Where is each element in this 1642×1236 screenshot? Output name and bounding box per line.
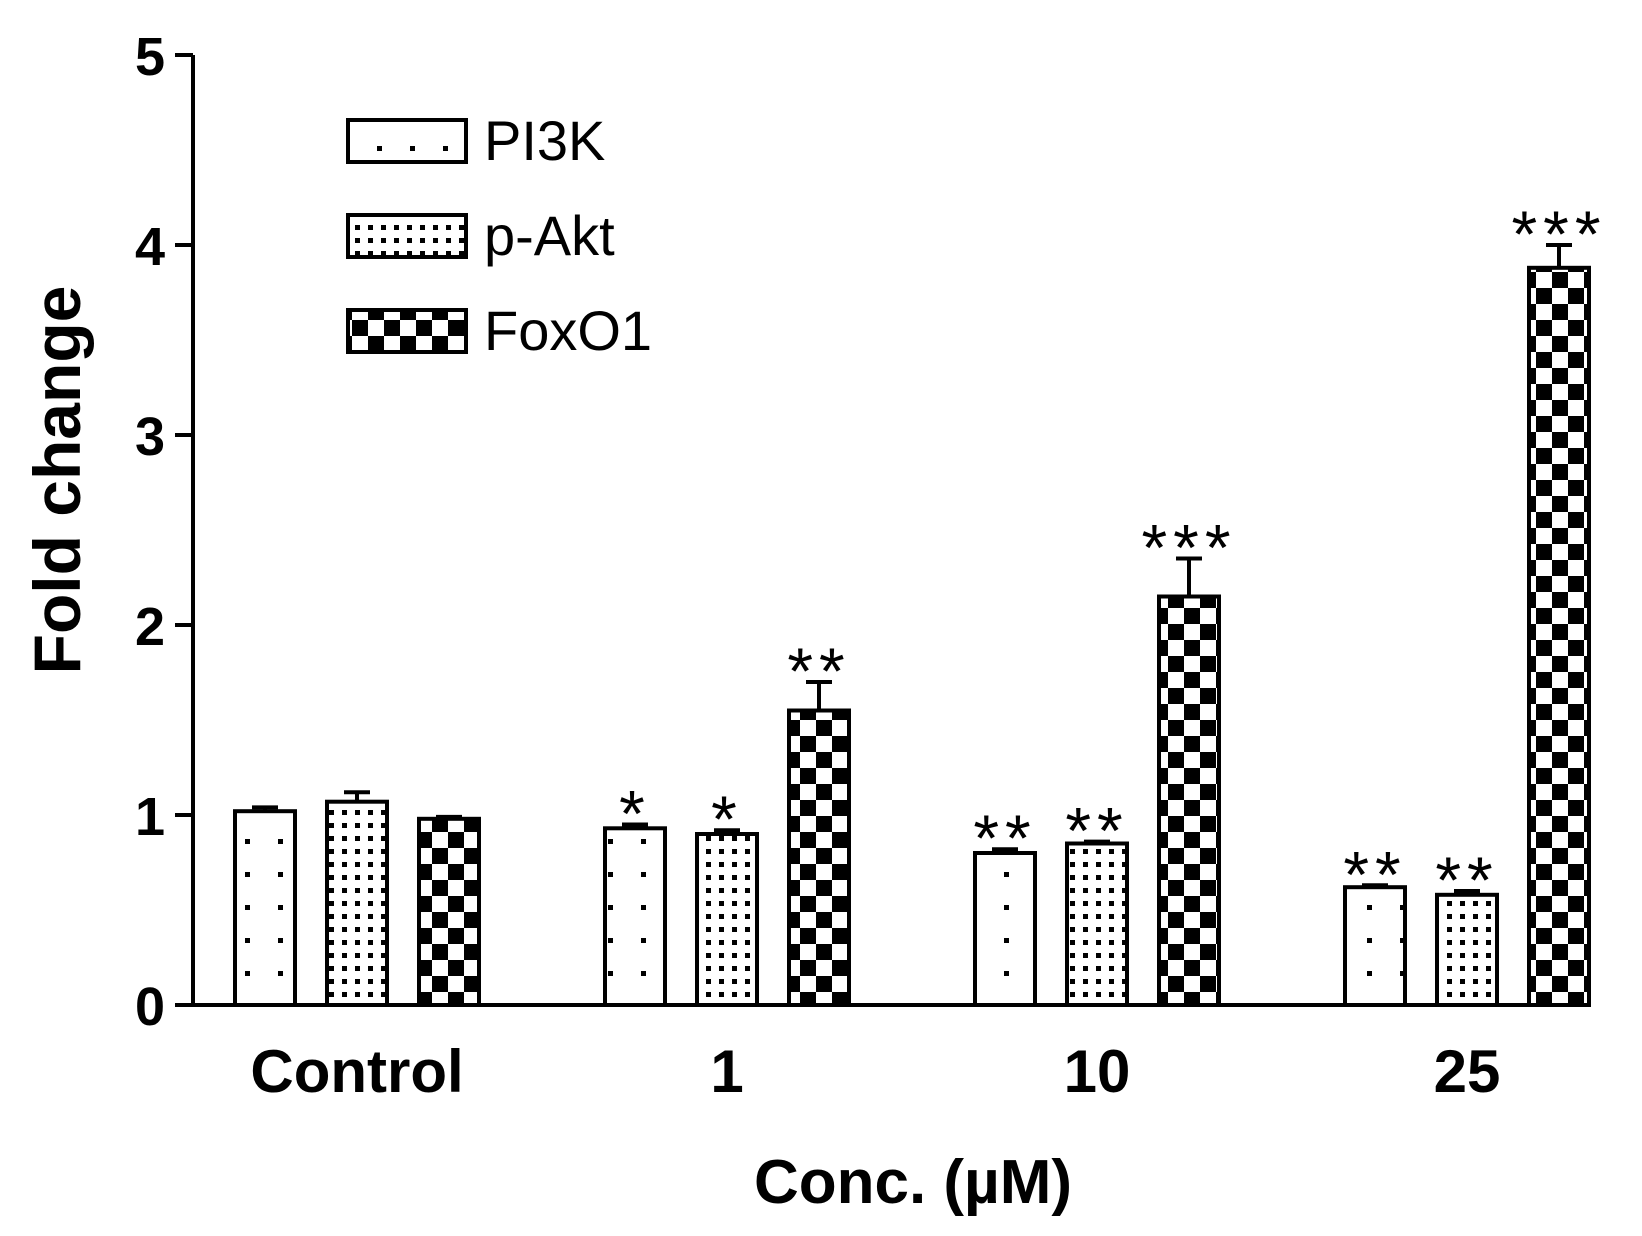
x-tick-label: 25	[1434, 1038, 1501, 1105]
bar-p-akt-2	[1065, 841, 1129, 1007]
bar-foxo1-1	[787, 708, 851, 1007]
significance-label: *	[711, 782, 743, 856]
x-axis-label: Conc. (µM)	[754, 1148, 1072, 1217]
y-axis-label: Fold change	[20, 286, 94, 675]
legend-label: p-Akt	[484, 204, 615, 267]
y-tick-label: 4	[135, 217, 165, 277]
significance-label: **	[787, 634, 850, 708]
bar-foxo1-3	[1527, 265, 1591, 1007]
y-tick-label: 1	[135, 787, 165, 847]
bar-pi3k-3	[1343, 885, 1407, 1008]
y-tick-label: 3	[135, 407, 165, 467]
legend-label: PI3K	[484, 109, 605, 172]
legend-swatch-foxo1	[346, 308, 468, 354]
significance-label: **	[1065, 794, 1128, 868]
legend-swatch-pi3k	[346, 118, 468, 164]
significance-label: **	[1343, 837, 1406, 911]
x-ticks: Control 1 10 25	[250, 1038, 1500, 1105]
significance-label: ***	[1511, 197, 1606, 271]
legend: PI3K p-Akt FoxO1	[346, 109, 652, 362]
bar-foxo1-0	[417, 816, 481, 1007]
bar-pi3k-0	[233, 809, 297, 1008]
bar-foxo1-2	[1157, 594, 1221, 1007]
x-tick-label: Control	[250, 1038, 463, 1105]
significance-label: **	[1435, 843, 1498, 917]
y-ticks: 0 1 2 3 4 5	[135, 27, 193, 1037]
bar-p-akt-0	[325, 799, 389, 1008]
bar-p-akt-1	[695, 832, 759, 1007]
legend-swatch-p-akt	[346, 213, 468, 259]
bar-pi3k-2	[973, 851, 1037, 1007]
significance-label: ***	[1141, 511, 1236, 585]
bars: * ***** ******* *****	[233, 197, 1606, 1008]
significance-label: **	[973, 801, 1036, 875]
x-tick-label: 10	[1064, 1038, 1131, 1105]
y-tick-label: 2	[135, 597, 165, 657]
x-tick-label: 1	[710, 1038, 743, 1105]
y-tick-label: 5	[135, 27, 165, 87]
legend-label: FoxO1	[484, 299, 652, 362]
significance-label: *	[619, 777, 651, 851]
y-tick-label: 0	[135, 977, 165, 1037]
bar-pi3k-1	[603, 826, 667, 1007]
